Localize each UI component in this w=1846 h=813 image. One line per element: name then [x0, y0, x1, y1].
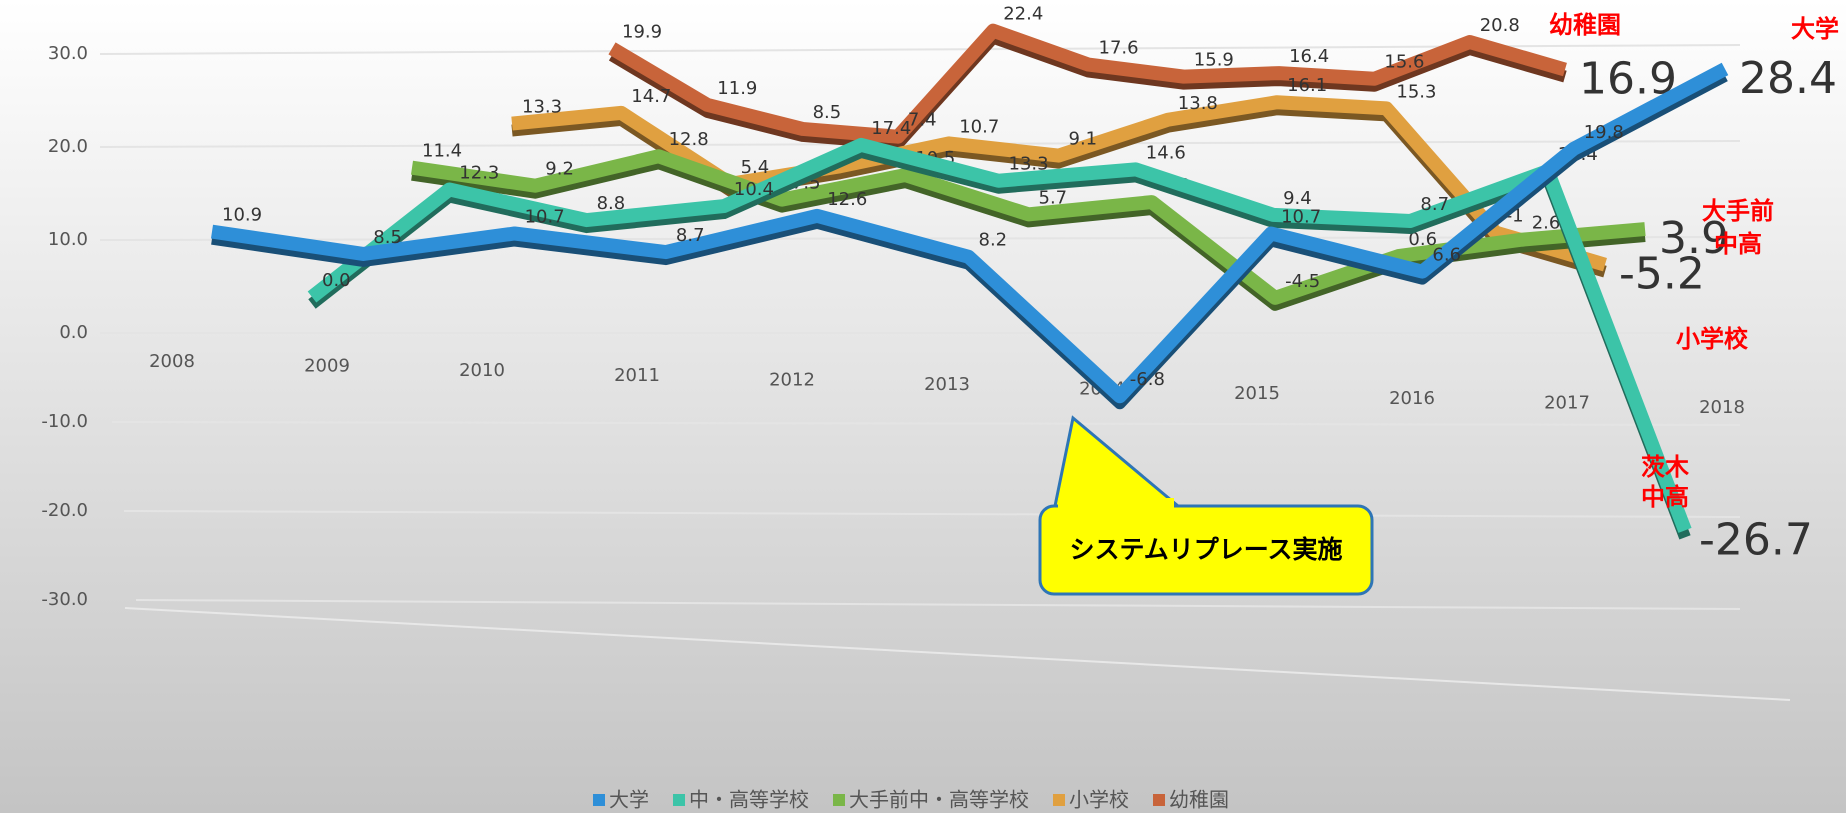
x-tick-label: 2012 [769, 369, 815, 390]
annotation: 中高 [1641, 483, 1689, 511]
data-label: 12.8 [669, 129, 709, 150]
x-tick-label: 2013 [924, 374, 970, 395]
data-label: 8.8 [597, 193, 626, 214]
data-label: -5.2 [1619, 249, 1705, 300]
data-label: 10.9 [222, 205, 262, 226]
data-label: 5.4 [741, 157, 770, 178]
data-label: 16.1 [1287, 75, 1327, 96]
data-label: 9.4 [1283, 188, 1312, 209]
legend-label: 中・高等学校 [689, 788, 809, 812]
legend-label: 小学校 [1069, 788, 1129, 812]
x-tick-label: 2010 [459, 360, 505, 381]
data-label: 15.6 [1384, 52, 1424, 73]
y-tick-label: 30.0 [48, 43, 88, 64]
data-label: 14.7 [631, 86, 671, 107]
grid-line [135, 599, 1741, 610]
data-label: -26.7 [1699, 514, 1813, 565]
data-label: 19.9 [622, 21, 662, 42]
data-label: 20.8 [1480, 15, 1520, 36]
data-label: 10.7 [525, 206, 565, 227]
annotation: 中高 [1714, 230, 1762, 258]
legend-label: 幼稚園 [1169, 788, 1229, 812]
data-label: 15.9 [1194, 50, 1234, 71]
legend-swatch [833, 794, 845, 806]
legend-swatch [593, 794, 605, 806]
legend-swatch [1153, 794, 1165, 806]
y-tick-label: -10.0 [41, 411, 88, 432]
x-tick-label: 2018 [1699, 397, 1745, 418]
floor-edge [124, 607, 1791, 701]
legend-swatch [673, 794, 685, 806]
data-label: 11.9 [717, 78, 757, 99]
data-label: 9.2 [545, 159, 574, 180]
data-label: 14.6 [1146, 142, 1186, 163]
data-label: 10.7 [959, 116, 999, 137]
data-label: 6.6 [1432, 245, 1461, 266]
y-tick-label: -20.0 [41, 500, 88, 521]
data-label: 11.4 [422, 141, 462, 162]
data-label: 17.6 [1099, 38, 1139, 59]
grid-line [123, 510, 1741, 518]
data-label: 8.2 [979, 230, 1008, 251]
data-label: 12.6 [827, 189, 867, 210]
callout: システムリプレース実施 [1038, 415, 1374, 596]
ribbon [307, 137, 1692, 533]
x-tick-label: 2011 [614, 365, 660, 386]
data-label: 12.3 [459, 162, 499, 183]
data-label: 22.4 [1003, 4, 1043, 25]
data-label: 16.4 [1289, 46, 1329, 67]
data-label: 28.4 [1739, 53, 1837, 104]
annotation: 大学 [1791, 15, 1839, 43]
ribbon [608, 23, 1567, 144]
data-label: 8.7 [676, 225, 705, 246]
legend-label: 大手前中・高等学校 [849, 788, 1029, 812]
annotation: 大手前 [1702, 197, 1774, 225]
grid-line [111, 421, 1741, 426]
legend-swatch [1053, 794, 1065, 806]
data-label: 8.7 [1420, 194, 1449, 215]
data-label: 13.3 [1009, 154, 1049, 175]
data-label: -4.5 [1285, 271, 1320, 292]
annotation: 小学校 [1676, 325, 1749, 353]
annotation: 幼稚園 [1549, 11, 1621, 39]
x-tick-label: 2008 [149, 351, 195, 372]
y-tick-label: 0.0 [59, 322, 88, 343]
y-tick-label: -30.0 [41, 589, 88, 610]
data-label: 15.3 [1396, 81, 1436, 102]
y-tick-label: 20.0 [48, 136, 88, 157]
data-label: 8.5 [813, 102, 842, 123]
x-tick-label: 2009 [304, 356, 350, 377]
plot: -30.0 -20.0 -10.0 0.0 10.0 20.0 30.0 2008 2009 20… [41, 4, 1839, 812]
data-label: 2.6 [1532, 213, 1561, 234]
data-label: 5.7 [1039, 187, 1068, 208]
data-label: 13.3 [522, 97, 562, 118]
legend-label: 大学 [609, 788, 649, 812]
x-tick-label: 2015 [1234, 383, 1280, 404]
data-label: 10.4 [734, 179, 774, 200]
y-tick-label: 10.0 [48, 229, 88, 250]
data-label: -6.8 [1130, 369, 1165, 390]
ribbon [210, 62, 1729, 404]
x-tick-label: 2016 [1389, 388, 1435, 409]
data-label: 13.8 [1178, 93, 1218, 114]
data-label: 10.7 [1281, 206, 1321, 227]
data-label: 3.9 [1659, 213, 1729, 264]
data-label: 17.4 [871, 118, 911, 139]
data-label: 0.0 [322, 270, 351, 291]
callout-text: システムリプレース実施 [1069, 535, 1342, 564]
annotation: 茨木 [1641, 453, 1690, 481]
data-label: 19.8 [1584, 122, 1624, 143]
ribbon [511, 95, 1607, 272]
data-label: 9.1 [1069, 129, 1098, 150]
x-tick-label: 2017 [1544, 392, 1590, 413]
data-label: 7.4 [908, 110, 937, 131]
data-label: 8.5 [373, 227, 402, 248]
data-label: 0.6 [1408, 229, 1437, 250]
